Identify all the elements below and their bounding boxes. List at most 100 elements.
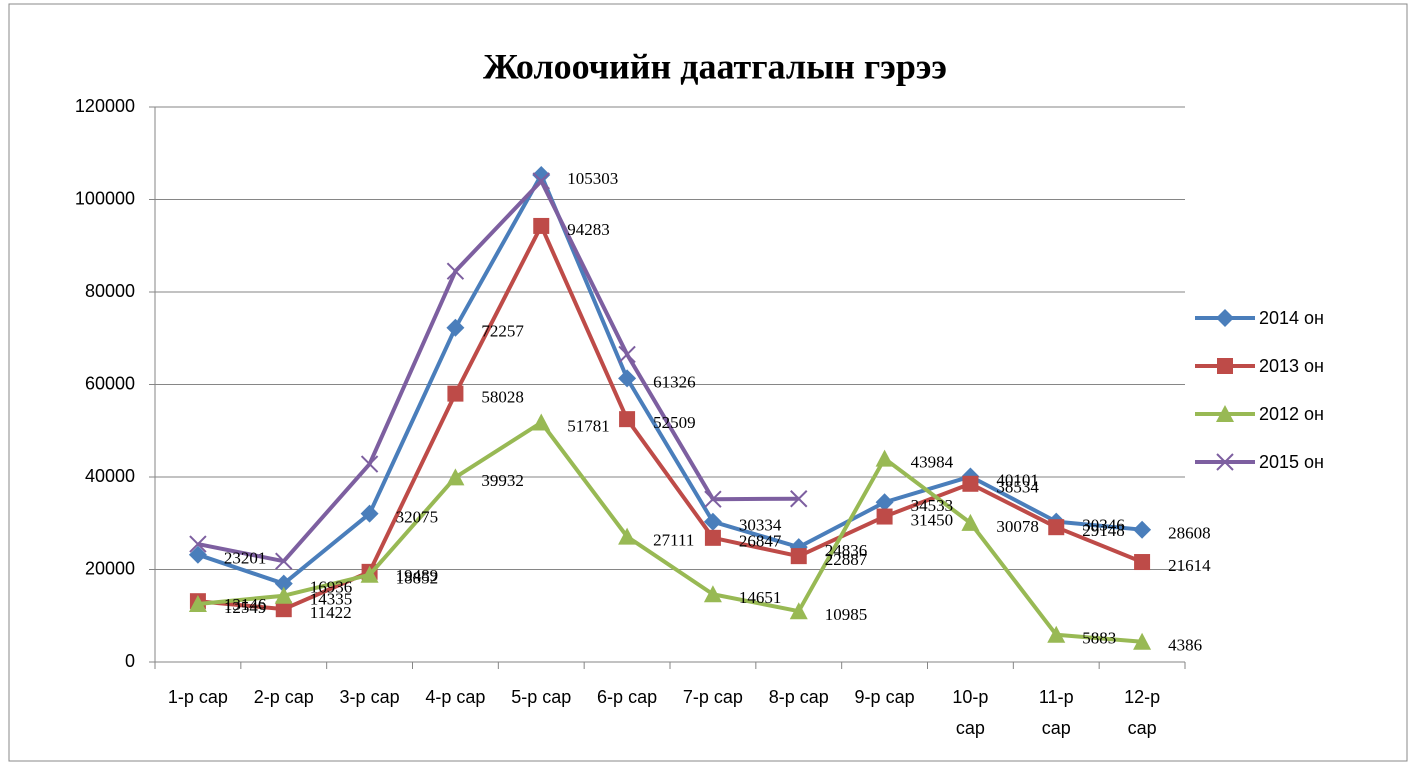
marker bbox=[360, 504, 379, 523]
y-tick-label: 20000 bbox=[85, 558, 135, 578]
marker bbox=[875, 449, 894, 467]
data-label: 43984 bbox=[911, 452, 954, 471]
data-label: 5883 bbox=[1082, 629, 1116, 648]
x-tick-label: 4-р сар bbox=[425, 687, 485, 707]
marker bbox=[446, 468, 465, 486]
x-tick-label: 1-р сар bbox=[168, 687, 228, 707]
data-label: 29148 bbox=[1082, 521, 1125, 540]
data-label: 38534 bbox=[996, 478, 1039, 497]
x-tick-label: 8-р сар bbox=[769, 687, 829, 707]
data-label: 21614 bbox=[1168, 556, 1211, 575]
data-label: 105303 bbox=[567, 169, 618, 188]
data-label: 30334 bbox=[739, 516, 782, 535]
marker bbox=[532, 413, 551, 431]
marker bbox=[703, 512, 722, 531]
x-tick-label: 6-р сар bbox=[597, 687, 657, 707]
data-label: 11422 bbox=[310, 603, 352, 622]
data-label: 61326 bbox=[653, 372, 696, 391]
marker bbox=[446, 318, 465, 337]
series bbox=[189, 172, 808, 570]
data-label: 28608 bbox=[1168, 524, 1211, 543]
marker bbox=[789, 602, 808, 620]
marker bbox=[619, 411, 636, 428]
line bbox=[197, 420, 1143, 644]
data-label: 22887 bbox=[825, 550, 868, 569]
data-label: 19489 bbox=[396, 566, 439, 585]
x-tick-label: 10-р сар bbox=[952, 687, 988, 738]
y-tick-label: 40000 bbox=[85, 466, 135, 486]
marker bbox=[1133, 632, 1152, 650]
marker bbox=[533, 217, 550, 234]
marker bbox=[447, 385, 464, 402]
marker bbox=[618, 369, 637, 388]
marker bbox=[1216, 405, 1234, 422]
marker bbox=[188, 545, 207, 564]
data-label: 4386 bbox=[1168, 636, 1202, 655]
marker bbox=[189, 535, 207, 553]
data-label: 34533 bbox=[911, 496, 954, 515]
marker bbox=[704, 529, 721, 546]
marker bbox=[875, 493, 894, 512]
y-tick-label: 100000 bbox=[75, 188, 135, 208]
data-label: 52509 bbox=[653, 413, 696, 432]
marker bbox=[274, 574, 293, 593]
data-label: 32075 bbox=[396, 508, 439, 527]
x-tick-label: 5-р сар bbox=[511, 687, 571, 707]
y-tick-label: 60000 bbox=[85, 373, 135, 393]
marker bbox=[360, 455, 379, 473]
x-tick-label: 11-р сар bbox=[1039, 687, 1074, 738]
legend-label: 2013 он bbox=[1259, 356, 1324, 376]
y-tick-label: 0 bbox=[125, 651, 135, 671]
legend-label: 2012 он bbox=[1259, 404, 1324, 424]
data-label: 12549 bbox=[224, 598, 267, 617]
x-tick-label: 3-р сар bbox=[340, 687, 400, 707]
marker bbox=[360, 565, 379, 583]
data-label: 39932 bbox=[481, 471, 523, 490]
marker bbox=[274, 586, 293, 604]
data-label: 24836 bbox=[825, 541, 868, 560]
data-label: 94283 bbox=[567, 220, 610, 239]
data-label: 14335 bbox=[310, 590, 353, 609]
data-label: 58028 bbox=[481, 388, 523, 407]
marker bbox=[703, 585, 722, 603]
data-label: 72257 bbox=[481, 322, 524, 341]
marker bbox=[962, 475, 979, 492]
marker bbox=[275, 552, 293, 570]
marker bbox=[618, 345, 636, 364]
marker bbox=[532, 165, 551, 184]
marker bbox=[275, 601, 292, 618]
marker bbox=[1133, 520, 1152, 539]
data-label: 27111 bbox=[653, 531, 694, 550]
line bbox=[197, 172, 1143, 586]
marker bbox=[446, 262, 465, 280]
y-tick-label: 80000 bbox=[85, 281, 135, 301]
x-tick-label: 7-р сар bbox=[683, 687, 743, 707]
marker bbox=[790, 548, 807, 565]
x-tick-label: 12-р сар bbox=[1124, 687, 1160, 738]
marker bbox=[618, 527, 637, 545]
data-label: 26847 bbox=[739, 532, 782, 551]
marker bbox=[1047, 625, 1066, 643]
marker bbox=[1048, 519, 1065, 536]
x-tick-label: 2-р сар bbox=[254, 687, 314, 707]
data-label: 14651 bbox=[739, 588, 782, 607]
legend-label: 2015 он bbox=[1259, 452, 1324, 472]
data-label: 51781 bbox=[567, 416, 610, 435]
marker bbox=[1216, 453, 1234, 471]
x-tick-label: 9-р сар bbox=[855, 687, 915, 707]
marker bbox=[704, 490, 722, 508]
marker bbox=[961, 513, 980, 531]
data-label: 10985 bbox=[825, 605, 868, 624]
marker bbox=[1134, 554, 1151, 571]
marker bbox=[1216, 309, 1234, 327]
data-label: 30078 bbox=[996, 517, 1039, 536]
data-label: 13146 bbox=[224, 595, 267, 614]
data-label: 40101 bbox=[996, 470, 1039, 489]
marker bbox=[876, 508, 893, 525]
data-label: 23201 bbox=[224, 549, 267, 568]
data-label: 18852 bbox=[396, 569, 439, 588]
marker bbox=[532, 172, 550, 190]
data-label: 30346 bbox=[1082, 516, 1125, 535]
y-tick-label: 120000 bbox=[75, 96, 135, 116]
